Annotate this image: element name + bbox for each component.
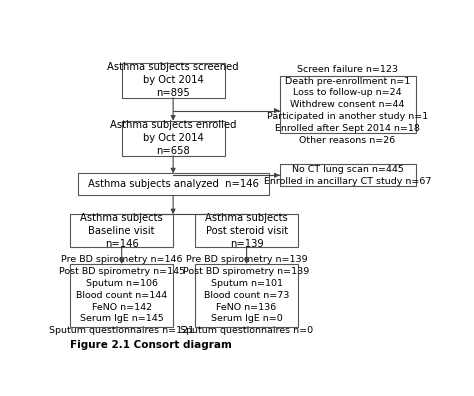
Text: Pre BD spirometry n=139
Post BD spirometry n=139
Sputum n=101
Blood count n=73
F: Pre BD spirometry n=139 Post BD spiromet…: [180, 255, 313, 335]
Text: Screen failure n=123
Death pre-enrollment n=1
Loss to follow-up n=24
Withdrew co: Screen failure n=123 Death pre-enrollmen…: [267, 65, 428, 145]
Text: Asthma subjects
Baseline visit
n=146: Asthma subjects Baseline visit n=146: [80, 213, 163, 249]
FancyBboxPatch shape: [195, 214, 298, 247]
FancyBboxPatch shape: [195, 264, 298, 327]
FancyBboxPatch shape: [70, 264, 173, 327]
FancyBboxPatch shape: [122, 63, 225, 98]
Text: Asthma subjects enrolled
by Oct 2014
n=658: Asthma subjects enrolled by Oct 2014 n=6…: [110, 120, 237, 156]
Text: Figure 2.1 Consort diagram: Figure 2.1 Consort diagram: [70, 340, 232, 350]
FancyBboxPatch shape: [70, 214, 173, 247]
FancyBboxPatch shape: [280, 76, 416, 133]
Text: No CT lung scan n=445
Enrolled in ancillary CT study n=67: No CT lung scan n=445 Enrolled in ancill…: [264, 165, 431, 186]
Text: Pre BD spirometry n=146
Post BD spirometry n=145
Sputum n=106
Blood count n=144
: Pre BD spirometry n=146 Post BD spiromet…: [49, 255, 194, 335]
Text: Asthma subjects
Post steroid visit
n=139: Asthma subjects Post steroid visit n=139: [205, 213, 288, 249]
FancyBboxPatch shape: [78, 173, 269, 195]
FancyBboxPatch shape: [122, 121, 225, 156]
FancyBboxPatch shape: [280, 164, 416, 186]
Text: Asthma subjects analyzed  n=146: Asthma subjects analyzed n=146: [88, 179, 258, 189]
Text: Asthma subjects screened
by Oct 2014
n=895: Asthma subjects screened by Oct 2014 n=8…: [107, 62, 239, 99]
